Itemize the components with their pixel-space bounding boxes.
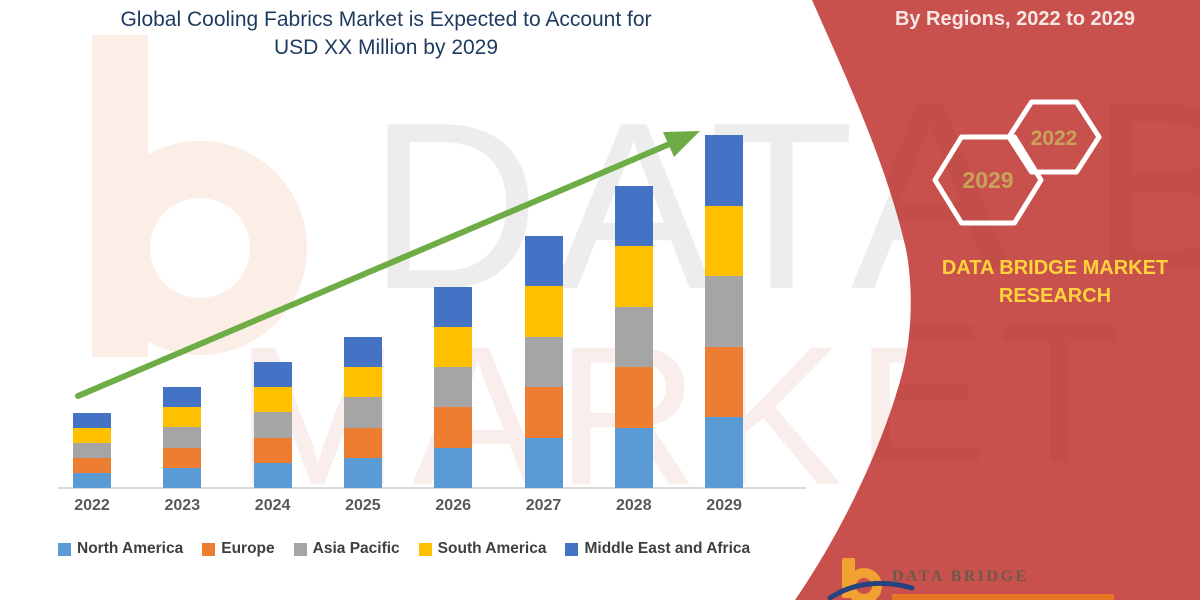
bar-segment-2026-middle-east-and-africa xyxy=(434,286,473,327)
x-axis-label-2029: 2029 xyxy=(706,497,742,514)
bar-segment-2025-europe xyxy=(343,427,382,458)
chart-legend: North America Europe Asia Pacific South Ame… xyxy=(58,540,750,558)
legend-swatch-icon xyxy=(418,542,432,556)
legend-item-europe: Europe xyxy=(202,540,275,558)
x-axis-label-2023: 2023 xyxy=(164,497,201,514)
bar-2022 xyxy=(73,412,111,488)
bar-segment-2025-asia-pacific xyxy=(343,397,382,428)
legend-swatch-icon xyxy=(565,542,579,556)
bar-segment-2028-europe xyxy=(614,367,653,428)
bar-segment-2022-north-america xyxy=(73,472,111,488)
bar-segment-2023-europe xyxy=(163,447,202,468)
bar-segment-2027-north-america xyxy=(524,437,563,488)
legend-label: North America xyxy=(77,540,184,557)
bar-segment-2022-middle-east-and-africa xyxy=(73,412,111,428)
bar-segment-2029-asia-pacific xyxy=(705,276,744,347)
legend-item-south-america: South America xyxy=(418,540,547,558)
x-axis-label-2028: 2028 xyxy=(616,497,652,514)
legend-label: Asia Pacific xyxy=(312,540,400,557)
bar-segment-2026-north-america xyxy=(434,447,473,488)
legend-label: South America xyxy=(437,540,547,557)
bar-segment-2027-middle-east-and-africa xyxy=(524,236,563,287)
chart-title-line2: USD XX Million by 2029 xyxy=(273,36,499,59)
footer-orange-strip xyxy=(892,594,1114,600)
bar-2023 xyxy=(163,387,202,488)
legend-item-middle-east-and-africa: Middle East and Africa xyxy=(565,540,750,558)
bar-segment-2024-north-america xyxy=(253,462,292,488)
bar-2028 xyxy=(614,185,653,488)
bar-segment-2023-middle-east-and-africa xyxy=(163,387,202,408)
bar-segment-2024-europe xyxy=(253,437,292,463)
legend-label: Europe xyxy=(221,540,275,557)
bar-segment-2027-asia-pacific xyxy=(524,336,563,388)
bar-segment-2029-middle-east-and-africa xyxy=(705,135,744,206)
bar-segment-2023-asia-pacific xyxy=(163,427,202,448)
bar-segment-2026-europe xyxy=(434,407,473,448)
bar-segment-2028-asia-pacific xyxy=(614,306,653,367)
bar-segment-2022-asia-pacific xyxy=(73,442,111,458)
legend-swatch-icon xyxy=(58,542,71,556)
bar-segment-2027-south-america xyxy=(524,286,563,337)
bar-segment-2028-north-america xyxy=(614,427,653,488)
bar-2029 xyxy=(705,135,744,488)
bar-segment-2028-south-america xyxy=(614,246,653,307)
bar-segment-2029-europe xyxy=(705,346,744,418)
brand-text-line2: RESEARCH xyxy=(998,285,1112,307)
chart-title: Global Cooling Fabrics Market is Expecte… xyxy=(30,6,742,62)
bar-segment-2022-europe xyxy=(73,457,111,473)
bar-segment-2024-asia-pacific xyxy=(253,412,292,438)
bar-segment-2026-south-america xyxy=(434,326,473,368)
x-axis-label-2026: 2026 xyxy=(435,497,471,514)
x-axis-label-2025: 2025 xyxy=(345,497,381,514)
x-axis-label-2022: 2022 xyxy=(74,497,110,514)
legend-item-north-america: North America xyxy=(58,540,183,558)
x-axis-line xyxy=(58,487,806,489)
bar-segment-2027-europe xyxy=(524,387,563,438)
bar-segment-2025-middle-east-and-africa xyxy=(343,337,382,368)
bar-segment-2022-south-america xyxy=(73,427,111,443)
x-axis-label-2024: 2024 xyxy=(254,497,291,514)
legend-swatch-icon xyxy=(293,542,307,556)
brand-text-line1: DATA BRIDGE MARKET xyxy=(941,257,1169,279)
x-axis-label-2027: 2027 xyxy=(525,497,562,514)
chart-title-line1: Global Cooling Fabrics Market is Expecte… xyxy=(120,8,652,31)
legend-swatch-icon xyxy=(202,542,216,556)
banner-by-regions: By Regions, 2022 to 2029 xyxy=(894,8,1136,30)
legend-item-asia-pacific: Asia Pacific xyxy=(293,540,400,558)
bar-segment-2024-south-america xyxy=(253,387,292,413)
bar-segment-2029-north-america xyxy=(705,417,744,488)
bar-segment-2029-south-america xyxy=(705,205,744,277)
bar-segment-2024-middle-east-and-africa xyxy=(253,362,292,388)
bar-2027 xyxy=(524,236,563,488)
bar-segment-2025-south-america xyxy=(343,367,382,398)
legend-label: Middle East and Africa xyxy=(584,540,751,557)
bar-segment-2026-asia-pacific xyxy=(434,367,473,408)
brand-text: DATA BRIDGE MARKET RESEARCH xyxy=(928,254,1182,310)
bar-segment-2023-south-america xyxy=(163,407,202,428)
bar-segment-2028-middle-east-and-africa xyxy=(614,185,653,246)
bar-2025 xyxy=(343,337,382,488)
bar-segment-2025-north-america xyxy=(343,457,382,488)
bar-segment-2023-north-america xyxy=(163,467,202,488)
bar-2026 xyxy=(434,286,473,488)
bar-2024 xyxy=(253,362,292,488)
footer-brand-text: DATA BRIDGE xyxy=(892,568,1029,585)
